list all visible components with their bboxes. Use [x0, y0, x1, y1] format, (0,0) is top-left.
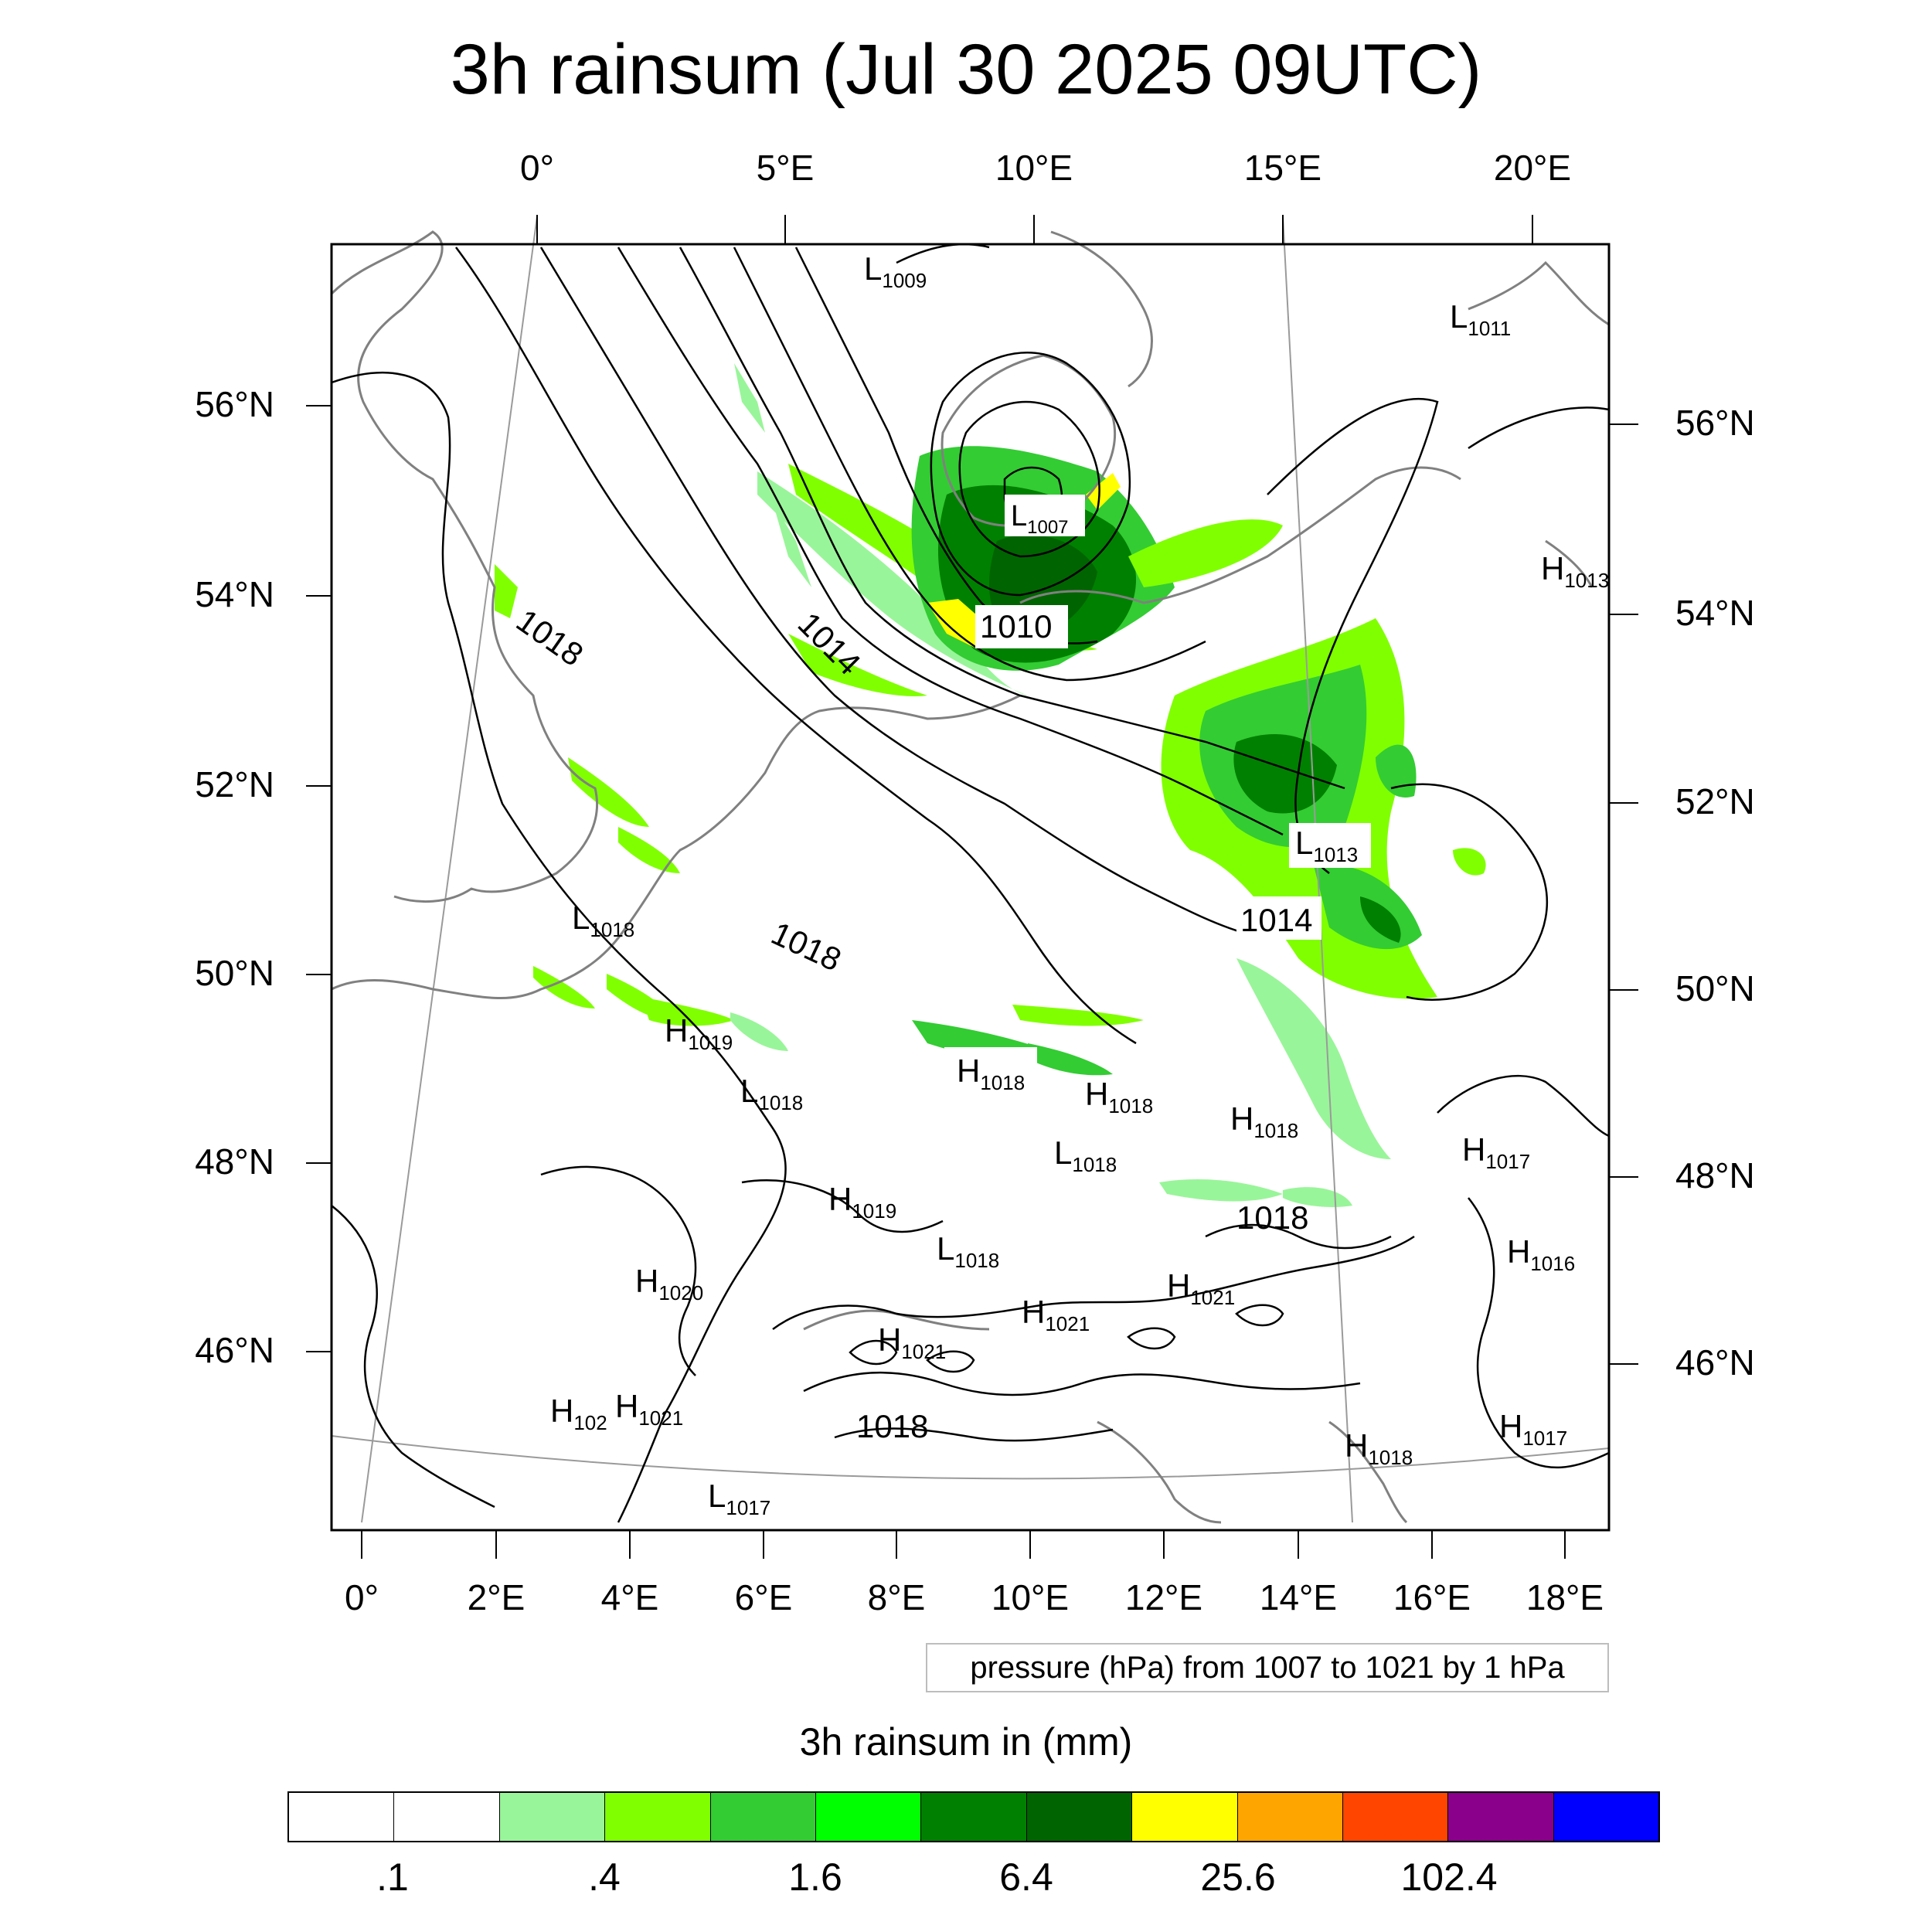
colorbar-title: 3h rainsum in (mm)	[799, 1720, 1133, 1764]
pressure-center-label: H1013	[1541, 550, 1609, 592]
left-lat-tick: 48°N	[195, 1141, 274, 1182]
pressure-center-label: H1018	[1345, 1427, 1413, 1469]
pressure-center-label: H1018	[957, 1053, 1025, 1094]
left-lat-tick: 50°N	[195, 953, 274, 993]
colorbar-label: .1	[376, 1855, 409, 1899]
colorbar-cell	[394, 1793, 500, 1841]
pressure-center-label: H1019	[665, 1012, 733, 1054]
pressure-center-label: H1019	[828, 1181, 896, 1223]
colorbar-label: 1.6	[788, 1855, 842, 1899]
pressure-center-label: L1013	[1295, 825, 1358, 866]
colorbar-cell	[499, 1793, 606, 1841]
colorbar-cell	[1448, 1793, 1554, 1841]
left-lat-tick: 56°N	[195, 384, 274, 424]
pressure-center-label: H1018	[1085, 1076, 1153, 1117]
pressure-center-label: H1016	[1507, 1233, 1575, 1275]
bottom-lon-tick: 14°E	[1259, 1577, 1338, 1617]
pressure-centers: L1009 L1011 L1007 H1013 L1013 L1018 H101…	[550, 250, 1609, 1519]
colorbar-cell	[815, 1793, 922, 1841]
top-lon-tick: 0°	[520, 148, 554, 188]
left-lat-tick: 54°N	[195, 574, 274, 614]
colorbar-cell	[289, 1793, 395, 1841]
right-lat-tick: 54°N	[1675, 593, 1755, 633]
bottom-lon-tick: 12°E	[1124, 1577, 1203, 1617]
pressure-center-label: L1017	[708, 1478, 770, 1519]
top-lon-tick: 5°E	[756, 148, 815, 188]
colorbar-cell	[921, 1793, 1027, 1841]
pressure-center-label: L1018	[1054, 1134, 1117, 1176]
map-frame	[330, 243, 1611, 1532]
bottom-lon-tick: 6°E	[734, 1577, 793, 1617]
right-lat-tick: 56°N	[1675, 403, 1755, 443]
bottom-lon-tick: 18°E	[1526, 1577, 1604, 1617]
pressure-center-label: H1018	[1230, 1100, 1298, 1142]
tick-marks	[306, 215, 1638, 1559]
pressure-center-label: H102	[550, 1393, 607, 1434]
colorbar-cell	[1553, 1793, 1659, 1841]
isobars	[331, 243, 1610, 1523]
bottom-lon-tick: 16°E	[1393, 1577, 1471, 1617]
pressure-center-label: L1011	[1450, 298, 1511, 340]
colorbar-label: 6.4	[999, 1855, 1053, 1899]
colorbar-label: 102.4	[1400, 1855, 1498, 1899]
right-lat-tick: 50°N	[1675, 968, 1755, 1009]
pressure-center-label: H1021	[1167, 1267, 1235, 1309]
top-lon-tick: 15°E	[1243, 148, 1322, 188]
precip-shading	[495, 363, 1486, 1207]
map-title: 3h rainsum (Jul 30 2025 09UTC)	[450, 30, 1482, 109]
colorbar-cell	[1237, 1793, 1343, 1841]
bottom-lon-tick: 10°E	[991, 1577, 1070, 1617]
pressure-info-box: pressure (hPa) from 1007 to 1021 by 1 hP…	[926, 1643, 1609, 1692]
right-lat-tick: 46°N	[1675, 1342, 1755, 1383]
colorbar-cell	[1132, 1793, 1238, 1841]
colorbar	[287, 1791, 1660, 1842]
pressure-center-label: L1018	[572, 900, 634, 941]
colorbar-label: 25.6	[1200, 1855, 1276, 1899]
right-lat-tick: 52°N	[1675, 781, 1755, 821]
isobar-labels: 1018 1014 1010 1018 1014 1018 1018	[510, 602, 1321, 1444]
top-lon-tick: 20°E	[1493, 148, 1572, 188]
pressure-center-label: H1017	[1499, 1408, 1567, 1450]
bottom-lon-tick: 0°	[345, 1577, 379, 1617]
bottom-lon-tick: 4°E	[600, 1577, 659, 1617]
colorbar-cell	[1026, 1793, 1133, 1841]
bottom-lon-tick: 2°E	[467, 1577, 526, 1617]
colorbar-cell	[710, 1793, 816, 1841]
top-lon-tick: 10°E	[995, 148, 1073, 188]
pressure-center-label: L1018	[937, 1230, 999, 1272]
isobar-label: 1018	[856, 1408, 928, 1444]
colorbar-cell	[605, 1793, 711, 1841]
isobar-label: 1018	[766, 915, 847, 978]
left-lat-tick: 52°N	[195, 764, 274, 804]
pressure-center-label: H1020	[635, 1263, 703, 1304]
pressure-center-label: H1017	[1462, 1131, 1530, 1173]
pressure-center-label: H1021	[615, 1388, 683, 1430]
left-lat-tick: 46°N	[195, 1330, 274, 1370]
colorbar-label: .4	[588, 1855, 621, 1899]
pressure-center-label: L1018	[740, 1073, 803, 1114]
bottom-lon-tick: 8°E	[867, 1577, 926, 1617]
isobar-label: 1018	[510, 602, 590, 673]
pressure-center-label: L1009	[864, 250, 927, 292]
isobar-label: 1014	[1240, 902, 1312, 938]
colorbar-cell	[1342, 1793, 1449, 1841]
right-lat-tick: 48°N	[1675, 1155, 1755, 1196]
isobar-label: 1010	[980, 608, 1052, 645]
isobar-label: 1018	[1236, 1199, 1308, 1236]
coastlines	[330, 230, 1610, 1524]
pressure-center-label: H1021	[878, 1321, 946, 1363]
pressure-center-label: L1007	[1011, 500, 1069, 538]
graticule	[331, 216, 1610, 1523]
pressure-center-label: H1021	[1022, 1294, 1090, 1335]
